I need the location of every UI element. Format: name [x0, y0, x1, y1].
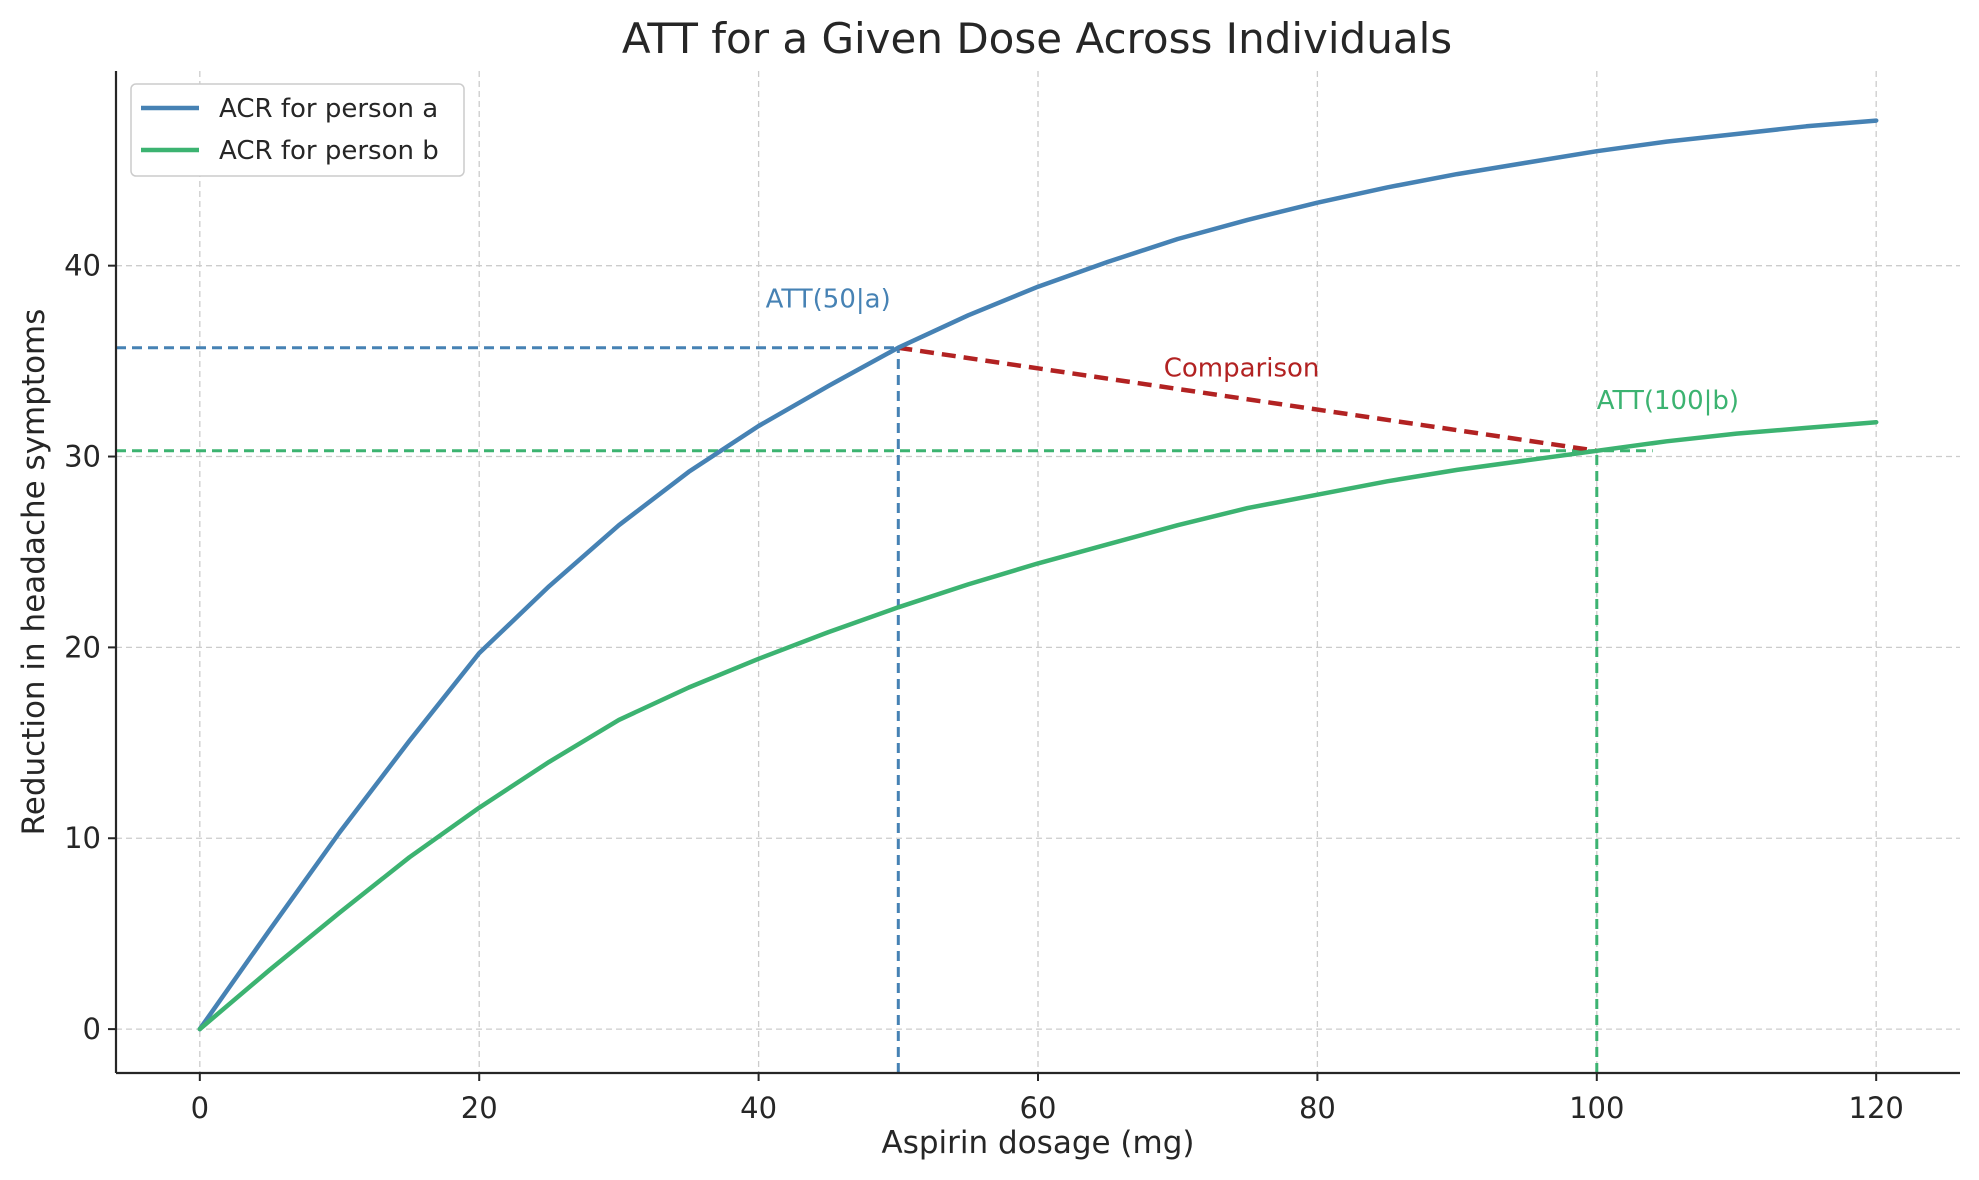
series-line-2 — [197, 419, 1879, 1032]
legend: ACR for person a ACR for person b — [130, 83, 465, 177]
y-tick-label: 20 — [64, 630, 101, 664]
y-tick-label: 30 — [64, 440, 101, 474]
y-tick-label: 0 — [83, 1012, 101, 1046]
data-series — [197, 118, 1879, 1032]
grid-lines — [116, 71, 1960, 1073]
ticks: 0 20 40 60 80 100 120 0 10 20 30 40 — [64, 249, 1904, 1125]
annotation-label: ATT(50|a) — [766, 285, 891, 315]
legend-entry-label: ACR for person b — [219, 136, 439, 166]
x-tick-label: 0 — [191, 1091, 209, 1125]
annotations: ATT(50|a) Comparison ATT(100|b) — [766, 285, 1739, 416]
annotation-label: ATT(100|b) — [1597, 386, 1739, 416]
legend-entry-label: ACR for person a — [219, 94, 438, 124]
x-tick-label: 80 — [1299, 1091, 1336, 1125]
series-line-1 — [197, 118, 1879, 1032]
x-tick-label: 60 — [1020, 1091, 1057, 1125]
x-tick-label: 20 — [461, 1091, 498, 1125]
legend-box — [130, 83, 465, 177]
reference-lines — [116, 345, 1653, 1073]
x-tick-label: 120 — [1849, 1091, 1904, 1125]
x-axis-label: Aspirin dosage (mg) — [882, 1125, 1195, 1161]
comparison-line — [897, 345, 1598, 454]
y-tick-label: 10 — [64, 821, 101, 855]
y-tick-label: 40 — [64, 249, 101, 283]
chart-title: ATT for a Given Dose Across Individuals — [622, 14, 1452, 63]
x-tick-label: 100 — [1569, 1091, 1624, 1125]
x-tick-label: 40 — [740, 1091, 777, 1125]
annotation-label: Comparison — [1164, 353, 1320, 383]
y-axis-label: Reduction in headache symptoms — [16, 309, 52, 836]
